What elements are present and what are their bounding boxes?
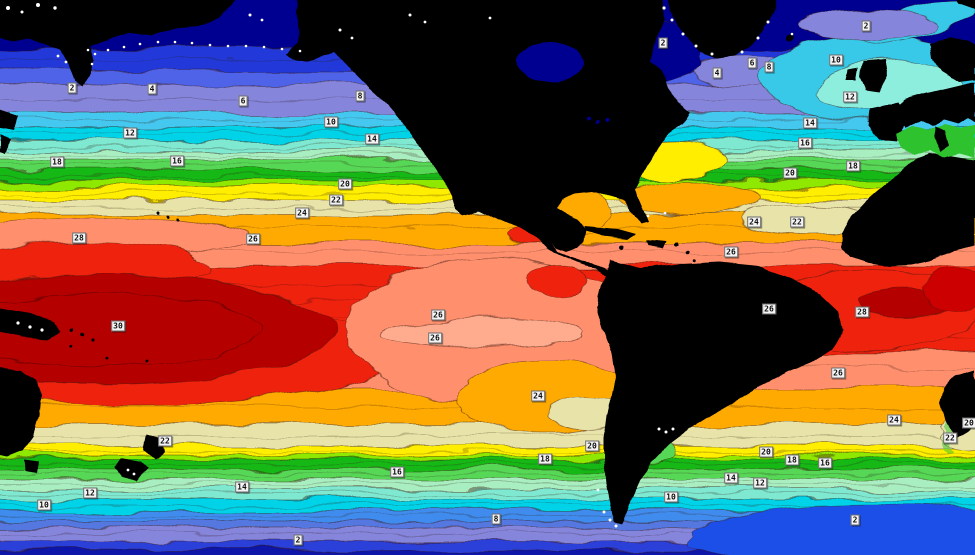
italy-peninsula — [934, 126, 948, 152]
new-guinea-island — [0, 307, 60, 339]
new-zealand-south-island — [114, 457, 149, 481]
tasmania-island — [24, 459, 39, 473]
europe-landmass — [893, 82, 975, 128]
band-polar-south — [0, 549, 975, 555]
gulf-of-guinea-warm — [924, 267, 975, 313]
jamaica-island — [619, 244, 625, 250]
lesser-antilles-islands — [686, 250, 699, 270]
great-lakes — [586, 116, 610, 124]
hispaniola-island — [646, 239, 666, 248]
siberia-landmass — [0, 0, 235, 86]
australia-landmass — [0, 367, 41, 456]
hawaii-islands — [156, 212, 180, 222]
southeast-blue-zone — [689, 503, 975, 555]
equatorial-tongue-light — [379, 317, 581, 349]
north-africa-landmass — [841, 153, 975, 266]
north-america-landmass — [286, 0, 690, 276]
iceland-periwinkle — [797, 11, 939, 41]
warm-pool-inner-contour — [0, 293, 261, 367]
sea-ice-specks — [6, 3, 794, 528]
continents-layer — [0, 0, 975, 524]
japan-islands — [0, 110, 18, 154]
warm-pool-30c — [0, 275, 336, 385]
uk-island — [860, 60, 888, 92]
iberia-landmass — [868, 102, 906, 142]
greenland-landmass — [667, 0, 777, 58]
ireland-island — [846, 68, 858, 80]
caribbean-red-patch — [525, 261, 591, 295]
south-america-landmass — [596, 260, 843, 524]
cuba-island — [584, 226, 636, 239]
scandinavia-landmass — [930, 0, 975, 82]
puerto-rico-island — [674, 242, 678, 246]
hudson-bay — [517, 42, 583, 82]
falkland-islands — [638, 453, 650, 460]
solomon-islands — [68, 328, 148, 364]
